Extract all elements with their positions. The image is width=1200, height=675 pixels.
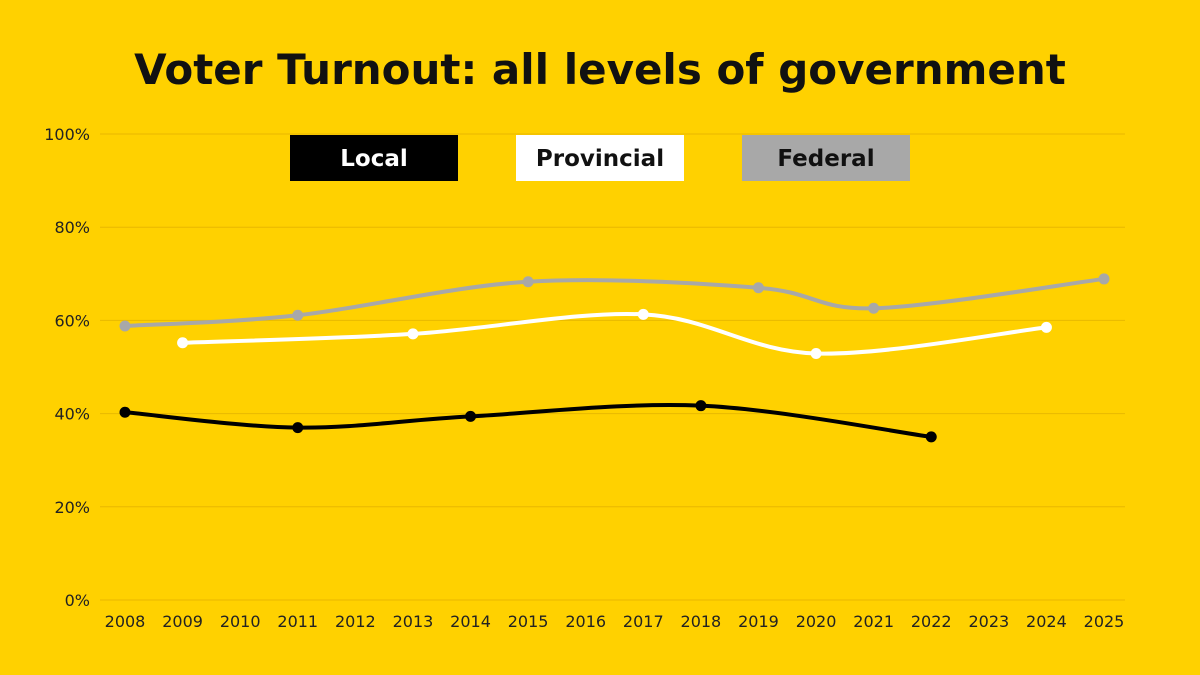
data-point-provincial bbox=[1040, 321, 1052, 333]
data-point-provincial bbox=[637, 308, 649, 320]
data-point-local bbox=[925, 431, 937, 443]
data-point-provincial bbox=[177, 337, 189, 349]
legend-swatch-provincial bbox=[516, 135, 684, 181]
legend-label-federal: Federal bbox=[777, 146, 874, 172]
data-point-federal bbox=[292, 309, 304, 321]
data-point-federal bbox=[119, 320, 131, 332]
legend-label-provincial: Provincial bbox=[536, 146, 664, 172]
x-tick-label: 2019 bbox=[738, 612, 779, 631]
x-tick-label: 2016 bbox=[565, 612, 606, 631]
y-tick-label: 20% bbox=[54, 498, 90, 517]
x-tick-label: 2009 bbox=[162, 612, 203, 631]
data-point-federal bbox=[1098, 273, 1110, 285]
series-line-federal bbox=[123, 276, 1106, 328]
data-point-federal bbox=[752, 282, 764, 294]
x-tick-label: 2012 bbox=[335, 612, 376, 631]
y-tick-label: 60% bbox=[54, 311, 90, 330]
data-point-local bbox=[292, 422, 304, 434]
legend: Local Provincial Federal bbox=[290, 135, 910, 181]
x-tick-label: 2025 bbox=[1084, 612, 1125, 631]
data-point-federal bbox=[868, 302, 880, 314]
y-axis: 0% 20% 40% 60% 80% 100% bbox=[44, 125, 90, 610]
y-tick-label: 80% bbox=[54, 218, 90, 237]
x-tick-label: 2015 bbox=[508, 612, 549, 631]
legend-swatch-federal bbox=[742, 135, 910, 181]
legend-label-local: Local bbox=[340, 146, 408, 172]
series-federal bbox=[119, 273, 1110, 332]
x-tick-label: 2021 bbox=[853, 612, 894, 631]
x-tick-label: 2014 bbox=[450, 612, 491, 631]
x-tick-label: 2024 bbox=[1026, 612, 1067, 631]
legend-swatch-local bbox=[290, 135, 458, 181]
x-tick-label: 2017 bbox=[623, 612, 664, 631]
y-tick-label: 40% bbox=[54, 405, 90, 424]
data-point-provincial bbox=[810, 347, 822, 359]
series-lines bbox=[119, 273, 1110, 443]
x-tick-label: 2022 bbox=[911, 612, 952, 631]
x-tick-label: 2010 bbox=[220, 612, 261, 631]
data-point-provincial bbox=[407, 328, 419, 340]
data-point-local bbox=[465, 410, 477, 422]
x-axis: 2008 2009 2010 2011 2012 2013 2014 2015 2016 2017… bbox=[105, 612, 1125, 631]
legend-item-provincial: Provincial bbox=[516, 135, 684, 181]
data-point-federal bbox=[522, 276, 534, 288]
y-tick-label: 100% bbox=[44, 125, 90, 144]
data-point-local bbox=[695, 400, 707, 412]
x-tick-label: 2008 bbox=[105, 612, 146, 631]
data-point-local bbox=[119, 406, 131, 418]
x-tick-label: 2020 bbox=[796, 612, 837, 631]
series-local bbox=[119, 400, 937, 443]
gridlines bbox=[100, 133, 1125, 601]
x-tick-label: 2018 bbox=[681, 612, 722, 631]
x-tick-label: 2013 bbox=[393, 612, 434, 631]
series-line-local bbox=[123, 403, 934, 439]
legend-item-federal: Federal bbox=[742, 135, 910, 181]
chart-title: Voter Turnout: all levels of government bbox=[134, 45, 1066, 94]
y-tick-label: 0% bbox=[65, 591, 90, 610]
series-provincial bbox=[177, 308, 1052, 359]
x-tick-label: 2011 bbox=[277, 612, 318, 631]
x-tick-label: 2023 bbox=[968, 612, 1009, 631]
legend-item-local: Local bbox=[290, 135, 458, 181]
